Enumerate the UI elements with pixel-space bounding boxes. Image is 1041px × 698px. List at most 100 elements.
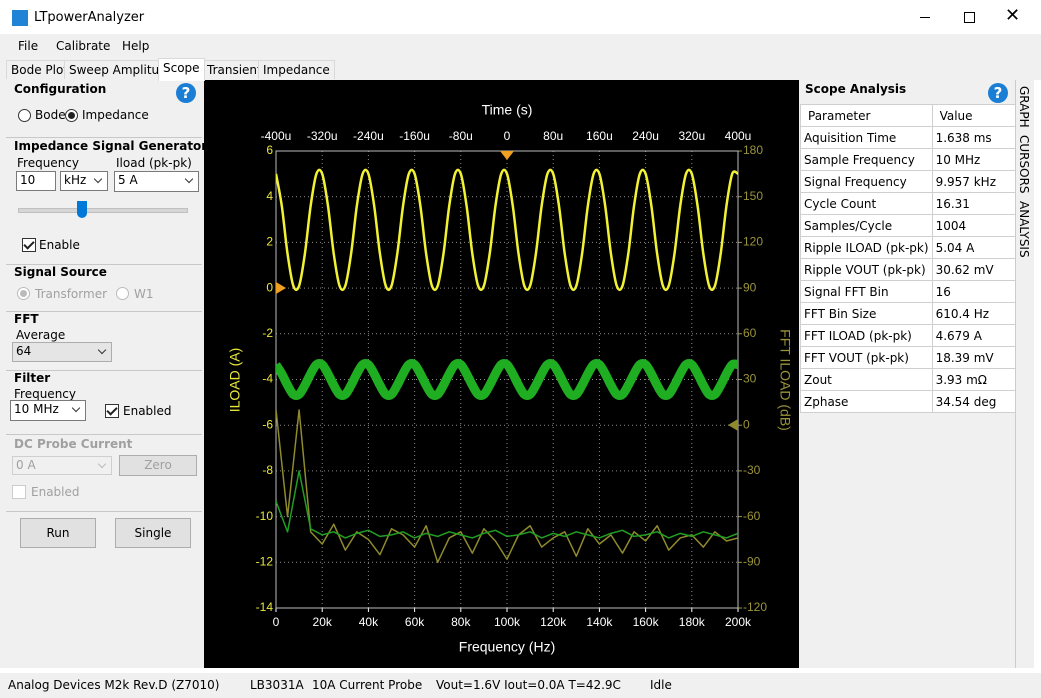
single-button[interactable]: Single (115, 518, 191, 548)
x2-tick-label: 60k (405, 615, 425, 629)
x2-axis-title: Frequency (Hz) (459, 639, 555, 655)
radio-label: W1 (134, 287, 154, 301)
parameter-cell: FFT Bin Size (800, 302, 933, 325)
y2-tick-label: 0 (743, 417, 750, 431)
radio-button-disabled (116, 287, 129, 300)
checkbox-label: Enabled (123, 404, 172, 418)
title-bar (0, 0, 1041, 34)
separator (6, 264, 202, 265)
y2-tick-label: 30 (743, 372, 757, 386)
table-row: FFT ILOAD (pk-pk) 4.679 A (800, 324, 1030, 347)
field-label: Iload (pk-pk) (116, 156, 192, 170)
side-tab[interactable]: GRAPH (1017, 86, 1031, 128)
field-label: Frequency (14, 387, 76, 401)
table-row: Ripple ILOAD (pk-pk) 5.04 A (800, 236, 1030, 259)
checkbox-checked[interactable] (22, 238, 36, 252)
x-tick-label: -240u (353, 129, 384, 143)
trigger-marker (500, 151, 514, 160)
scope-chart: Time (s) Frequency (Hz) ILOAD (A) FFT IL… (204, 80, 799, 668)
tab-active[interactable]: Scope (158, 58, 205, 81)
section-title: FFT (14, 312, 39, 326)
minimize-button[interactable] (920, 17, 930, 18)
value-cell: 18.39 mV (931, 346, 1030, 369)
slider-thumb[interactable] (77, 201, 87, 218)
checkbox-checked[interactable] (105, 404, 119, 418)
radio-button[interactable] (18, 109, 31, 122)
y-tick-label: -14 (256, 600, 274, 614)
dropdown-value: 0 A (16, 458, 36, 472)
radio-button-selected[interactable] (65, 109, 78, 122)
section-title: DC Probe Current (14, 437, 133, 451)
dropdown[interactable]: 5 A (114, 171, 199, 192)
fft-ref-marker (728, 419, 738, 431)
parameter-cell: Cycle Count (800, 192, 933, 215)
menu-item[interactable]: File (18, 39, 39, 53)
field-label: Frequency (17, 156, 79, 170)
y2-tick-label: 150 (743, 189, 763, 203)
dropdown-value: kHz (64, 173, 87, 187)
dropdown[interactable]: 10 MHz (10, 400, 86, 421)
x2-tick-label: 140k (586, 615, 613, 629)
x2-tick-label: 120k (540, 615, 567, 629)
menu-item[interactable]: Calibrate (56, 39, 111, 53)
traces (276, 168, 738, 564)
checkbox-disabled (12, 485, 26, 499)
side-tab[interactable]: CURSORS (1017, 135, 1031, 194)
tab[interactable]: Transient (202, 60, 267, 79)
status-text: Vout=1.6V Iout=0.0A T=42.9C (436, 678, 621, 692)
menu-item[interactable]: Help (122, 39, 150, 53)
maximize-button[interactable] (964, 12, 975, 23)
value-cell: 3.93 mΩ (931, 368, 1030, 391)
help-icon[interactable]: ? (176, 83, 196, 103)
table-row: Sample Frequency 10 MHz (800, 148, 1030, 171)
help-icon[interactable]: ? (988, 83, 1008, 103)
y-tick-label: 0 (266, 280, 273, 294)
app-icon (12, 10, 28, 26)
y-tick-label: 4 (266, 189, 273, 203)
side-tab[interactable]: ANALYSIS (1017, 201, 1031, 258)
x-tick-label: -320u (307, 129, 338, 143)
close-button[interactable]: ✕ (1005, 5, 1021, 26)
tab[interactable]: Sweep Amplitude (64, 60, 180, 79)
x-tick-label: -80u (449, 129, 473, 143)
x-tick-label: 160u (586, 129, 613, 143)
y2-tick-label: 90 (743, 280, 757, 294)
dropdown[interactable]: 64 (12, 342, 112, 362)
section-title: Configuration (14, 82, 107, 96)
status-text: 10A Current Probe (312, 678, 423, 692)
parameter-cell: FFT ILOAD (pk-pk) (800, 324, 933, 347)
radio-label: Transformer (35, 287, 108, 301)
y2-axis-title: FFT ILOAD (dB) (777, 329, 793, 431)
dropdown-value: 64 (16, 344, 32, 358)
table-row: Ripple VOUT (pk-pk) 30.62 mV (800, 258, 1030, 281)
level-marker (276, 282, 286, 294)
x2-tick-label: 160k (633, 615, 660, 629)
trace (276, 168, 738, 292)
plot-background (204, 80, 799, 668)
column-header: Parameter (800, 104, 933, 127)
separator (6, 137, 202, 138)
radio-label: Bode (35, 108, 66, 122)
x-tick-label: 400u (725, 129, 752, 143)
field-label: Average (16, 328, 66, 342)
panel-title: Scope Analysis (805, 82, 907, 96)
section-title: Signal Source (14, 265, 107, 279)
tab[interactable]: Impedance (258, 60, 335, 79)
status-text: Analog Devices M2k Rev.D (Z7010) (8, 678, 220, 692)
parameter-cell: Signal Frequency (800, 170, 933, 193)
separator (6, 434, 202, 435)
x2-tick-label: 0 (273, 615, 280, 629)
tab[interactable]: Bode Plot (6, 60, 74, 79)
text-input[interactable]: 10 (16, 171, 56, 191)
y-tick-label: -8 (262, 463, 273, 477)
x2-tick-label: 80k (451, 615, 471, 629)
table-row: FFT Bin Size 610.4 Hz (800, 302, 1030, 325)
y2-tick-label: 120 (743, 235, 763, 249)
section-title: Impedance Signal Generator (14, 139, 208, 153)
run-button[interactable]: Run (20, 518, 96, 548)
parameter-cell: FFT VOUT (pk-pk) (800, 346, 933, 369)
dropdown[interactable]: kHz (60, 171, 108, 191)
parameter-cell: Samples/Cycle (800, 214, 933, 237)
